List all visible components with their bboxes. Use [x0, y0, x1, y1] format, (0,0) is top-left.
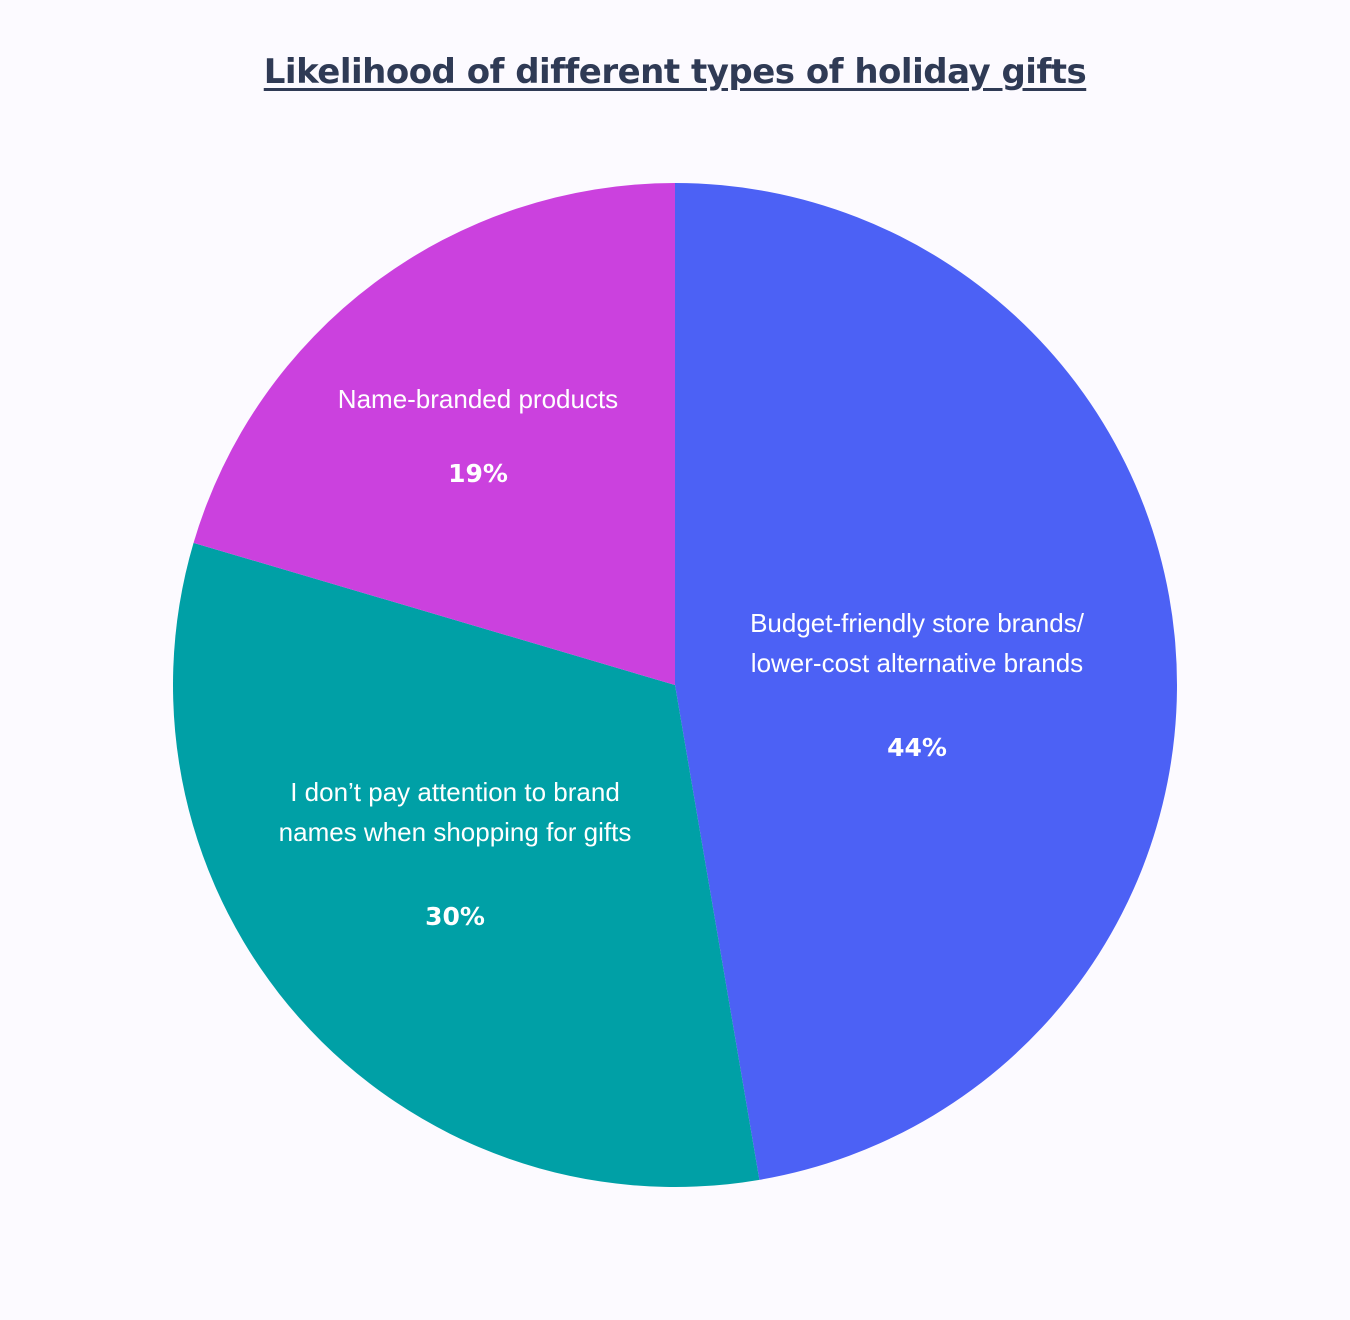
slice-label-3-line-1: Name-branded products	[338, 384, 618, 414]
slice-label-1-line-1: Budget-friendly store brands/	[750, 608, 1085, 638]
pie-slice-1	[675, 183, 1178, 1180]
slice-label-2-line-1: I don’t pay attention to brand	[290, 777, 620, 807]
pie-slice-2	[172, 542, 760, 1187]
slice-label-2-line-2: names when shopping for gifts	[279, 817, 632, 847]
slice-value-3: 19%	[448, 459, 508, 488]
slice-value-1: 44%	[887, 733, 947, 762]
pie-slices	[172, 183, 1178, 1187]
slice-value-2: 30%	[425, 902, 485, 931]
pie-slice-3	[193, 183, 676, 685]
chart-title: Likelihood of different types of holiday…	[263, 52, 1087, 92]
pie-labels: Budget-friendly store brands/lower-cost …	[279, 384, 1085, 931]
slice-label-1-line-2: lower-cost alternative brands	[751, 648, 1083, 678]
